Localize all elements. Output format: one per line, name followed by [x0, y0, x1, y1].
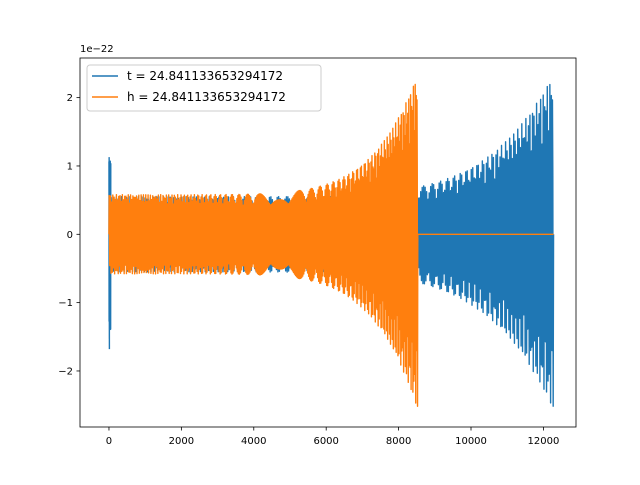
y-offset-label: 1e−22: [80, 44, 114, 55]
plot-area: [80, 58, 576, 427]
y-tick-label: −1: [58, 298, 73, 309]
x-tick-label: 6000: [313, 436, 338, 447]
y-tick-label: 1: [67, 161, 73, 172]
y-tick-label: 0: [67, 230, 73, 241]
legend-label-h: h = 24.841133653294172: [127, 90, 286, 104]
y-tick-label: 2: [67, 93, 73, 104]
x-tick-label: 8000: [386, 436, 411, 447]
x-tick-label: 4000: [241, 436, 266, 447]
x-tick-label: 0: [106, 436, 112, 447]
legend: t = 24.841133653294172 h = 24.8411336532…: [87, 65, 321, 111]
legend-label-t: t = 24.841133653294172: [127, 69, 283, 83]
x-tick-label: 12000: [528, 436, 560, 447]
x-tick-label: 10000: [455, 436, 487, 447]
y-tick-label: −2: [58, 366, 73, 377]
x-tick-label: 2000: [169, 436, 194, 447]
